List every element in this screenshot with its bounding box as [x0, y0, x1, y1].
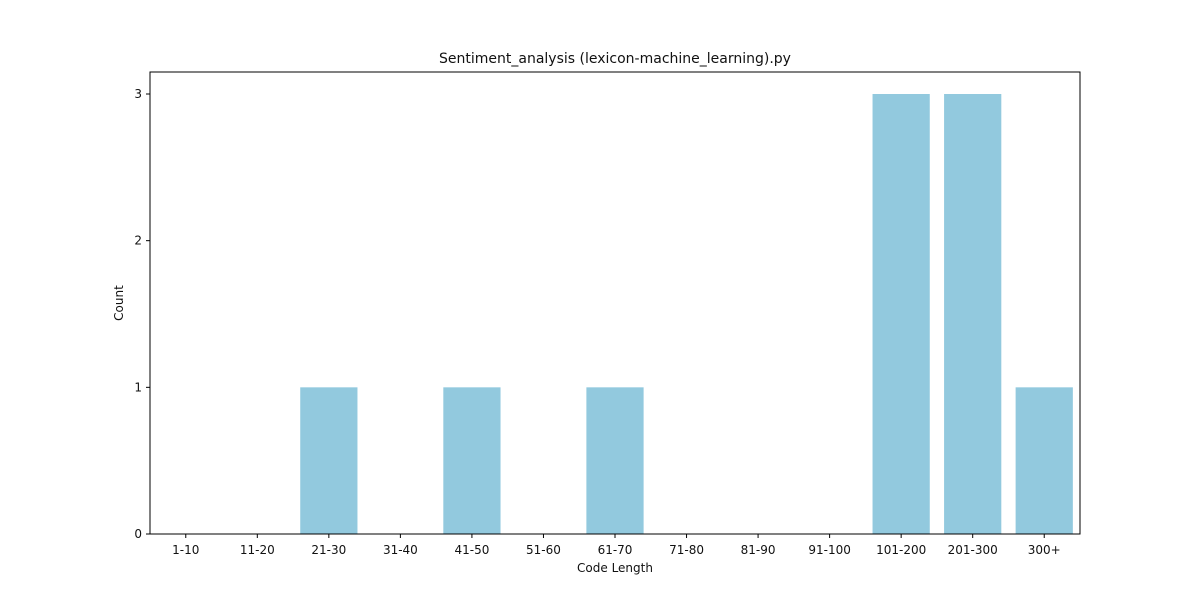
- x-tick-label: 31-40: [383, 543, 418, 557]
- bars-layer: [300, 94, 1073, 534]
- x-tick-label: 51-60: [526, 543, 561, 557]
- y-axis-label: Count: [112, 285, 126, 321]
- x-tick-label: 201-300: [948, 543, 998, 557]
- y-tick-label: 2: [134, 234, 142, 248]
- x-tick-label: 91-100: [808, 543, 851, 557]
- bar-101-200: [872, 94, 930, 534]
- x-axis: 1-10 11-20 21-30 31-40 41-50 51-60 61-70 71-80 8…: [172, 534, 1061, 557]
- x-tick-label: 81-90: [741, 543, 776, 557]
- x-tick-label: 61-70: [598, 543, 633, 557]
- y-axis: 0 1 2 3: [134, 87, 150, 541]
- y-tick-label: 0: [134, 527, 142, 541]
- x-tick-label: 101-200: [876, 543, 926, 557]
- x-tick-label: 41-50: [454, 543, 489, 557]
- y-tick-label: 1: [134, 380, 142, 394]
- chart-title: Sentiment_analysis (lexicon-machine_lear…: [439, 51, 791, 67]
- x-tick-label: 71-80: [669, 543, 704, 557]
- bar-201-300: [944, 94, 1002, 534]
- bar-300+: [1015, 387, 1073, 534]
- x-tick-label: 1-10: [172, 543, 199, 557]
- bar-21-30: [300, 387, 358, 534]
- x-tick-label: 11-20: [240, 543, 275, 557]
- bar-61-70: [586, 387, 644, 534]
- bar-41-50: [443, 387, 501, 534]
- y-tick-label: 3: [134, 87, 142, 101]
- x-tick-label: 21-30: [311, 543, 346, 557]
- x-tick-label: 300+: [1028, 543, 1061, 557]
- x-axis-label: Code Length: [577, 561, 653, 575]
